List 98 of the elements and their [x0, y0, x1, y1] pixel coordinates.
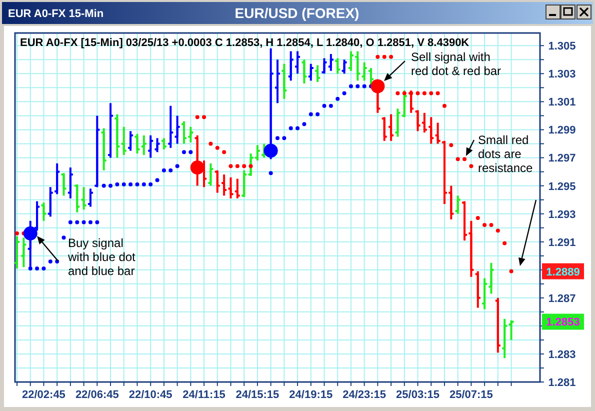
point — [336, 96, 340, 101]
point — [235, 164, 240, 168]
point — [409, 91, 414, 96]
point — [502, 241, 507, 246]
point — [28, 266, 32, 270]
y-tick-label: 1.303 — [548, 68, 576, 81]
x-tick-label: 24/15:15 — [236, 389, 280, 401]
y-tick-label: 1.283 — [548, 348, 576, 361]
point — [442, 104, 446, 108]
y-tick-label: 1.299 — [548, 124, 576, 137]
y-tick-label: 1.287 — [548, 292, 576, 305]
x-tick-label: 25/03:15 — [396, 389, 440, 401]
point — [496, 228, 500, 233]
point — [476, 216, 480, 220]
point — [102, 184, 106, 188]
point — [155, 178, 160, 182]
point — [162, 168, 166, 172]
point — [382, 54, 386, 59]
point — [128, 182, 133, 186]
point — [469, 164, 474, 168]
chart-title: EUR/USD (FOREX) — [234, 5, 360, 21]
point — [95, 220, 100, 224]
point — [436, 91, 440, 96]
point — [122, 182, 126, 186]
point — [282, 136, 286, 140]
point — [389, 54, 394, 59]
annotation: Buy signal with blue dot and blue bar — [67, 236, 136, 278]
y-tick-label: 1.291 — [548, 236, 576, 249]
x-tick-label: 24/19:15 — [289, 389, 333, 401]
point — [215, 146, 220, 150]
point — [168, 168, 173, 172]
y-tick-label: 1.305 — [548, 40, 576, 53]
point — [376, 54, 380, 59]
point — [148, 182, 153, 186]
text: 1.2853 — [546, 316, 580, 329]
point — [135, 182, 140, 186]
point — [62, 236, 66, 240]
point — [356, 84, 360, 88]
point — [208, 142, 213, 146]
point — [489, 223, 494, 228]
x-tick-label: 25/07:15 — [449, 389, 493, 401]
y-tick-label: 1.295 — [548, 180, 576, 193]
point — [108, 184, 113, 188]
point — [449, 143, 454, 148]
x-tick-label: 24/23:15 — [342, 389, 386, 401]
point — [308, 112, 313, 116]
point — [429, 91, 434, 96]
y-tick-label: 1.293 — [548, 208, 576, 221]
point — [228, 164, 233, 168]
point — [402, 91, 406, 96]
point — [362, 84, 366, 88]
point — [342, 91, 346, 96]
point — [202, 115, 206, 120]
point — [456, 157, 460, 162]
x-tick-label: 22/06:45 — [75, 389, 119, 401]
point — [316, 112, 320, 116]
point — [322, 104, 326, 108]
point — [248, 164, 253, 168]
point — [396, 91, 400, 96]
point — [416, 91, 420, 96]
x-tick-label: 22/10:45 — [128, 389, 172, 401]
x-tick-label: 24/11:15 — [182, 389, 226, 401]
point — [288, 126, 293, 130]
point — [115, 182, 120, 186]
text: EUR A0-FX 15-Min — [8, 8, 104, 20]
point — [462, 157, 467, 162]
point — [276, 136, 280, 140]
y-tick-label: 1.297 — [548, 152, 576, 165]
point — [175, 164, 180, 168]
point — [42, 266, 46, 270]
point — [15, 231, 20, 236]
x-tick-label: 22/02:45 — [22, 389, 66, 401]
point — [68, 220, 72, 224]
point — [296, 126, 300, 130]
point — [82, 220, 86, 224]
point — [35, 266, 40, 270]
point — [75, 220, 80, 224]
point — [88, 220, 92, 224]
y-tick-label: 1.281 — [548, 377, 576, 389]
point — [268, 171, 273, 176]
point — [195, 115, 200, 120]
point — [482, 223, 487, 228]
y-tick-label: 1.301 — [548, 96, 576, 109]
point — [182, 150, 186, 154]
chart-subtitle: EUR A0-FX [15-Min] 03/25/13 +0.0003 C 1.2853, H 1.2854, L 1.2840, O 1.2851, V 8.4390K — [20, 37, 470, 49]
point — [422, 91, 426, 96]
annotation: Small red dots are resistance — [478, 133, 534, 175]
text: 1.2889 — [546, 266, 580, 278]
annotation: Sell signal with red dot & red bar — [411, 50, 502, 78]
point — [509, 269, 514, 274]
point — [302, 122, 306, 126]
point — [222, 150, 226, 154]
point — [142, 182, 146, 186]
point — [348, 84, 353, 88]
point — [188, 150, 193, 154]
point — [242, 164, 246, 168]
point — [48, 259, 52, 264]
point — [328, 104, 333, 108]
